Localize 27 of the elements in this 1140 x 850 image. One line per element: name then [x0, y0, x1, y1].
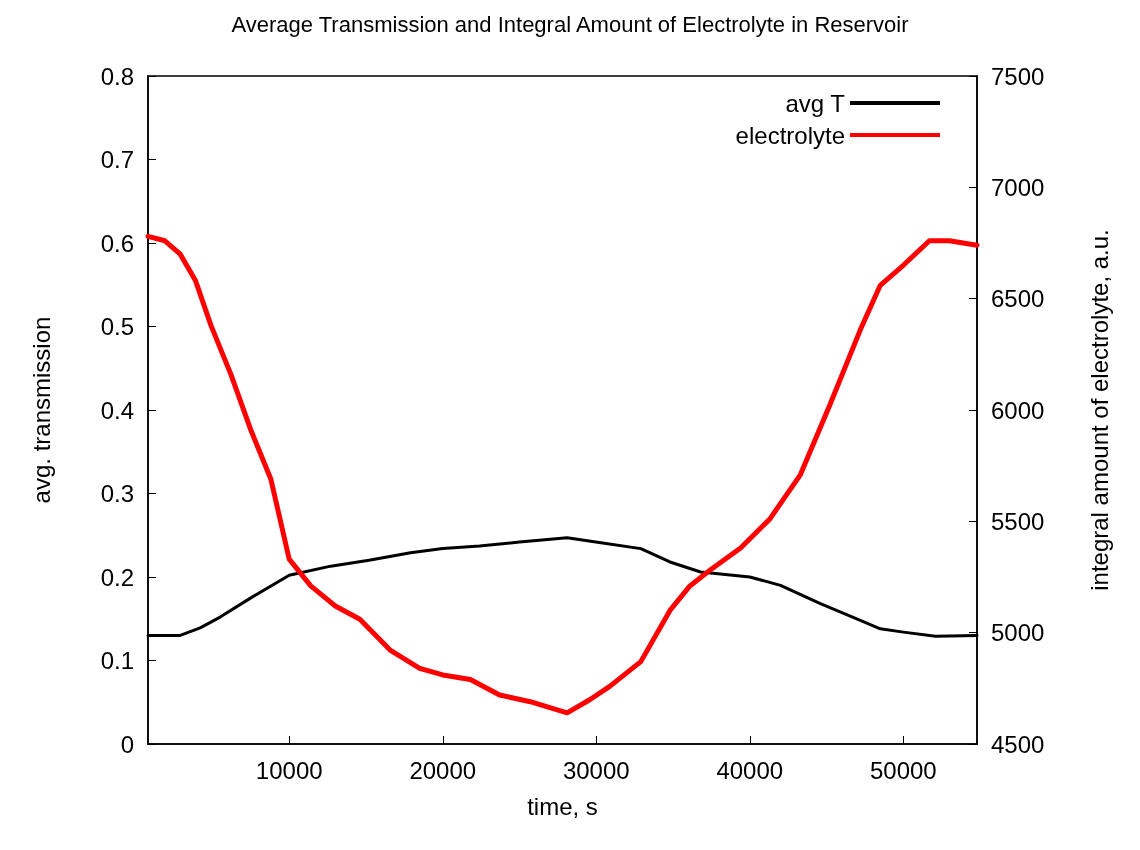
y-tick-label: 0.1 — [100, 647, 134, 674]
x-tick-label: 10000 — [255, 756, 323, 784]
x-axis-title: time, s — [527, 792, 598, 820]
x-tick-label: 20000 — [409, 756, 477, 784]
y-axis-title: avg. transmission — [27, 316, 55, 504]
y2-tick-label: 7500 — [991, 62, 1045, 90]
y2-tick-label: 6500 — [991, 285, 1045, 313]
y-tick-label: 0.6 — [100, 229, 134, 257]
y-tick-label: 0.5 — [100, 313, 134, 340]
x-tick-label: 50000 — [869, 756, 937, 784]
legend-label: electrolyte — [735, 121, 845, 149]
legend-label: avg T — [785, 89, 846, 117]
y-tick-label: 0.2 — [100, 563, 134, 591]
y2-axis-title: integral amount of electrolyte, a.u. — [1085, 229, 1113, 591]
chart-title: Average Transmission and Integral Amount of Electrolyte in Reservoir — [231, 11, 909, 37]
y-tick-label: 0.7 — [100, 146, 134, 173]
y-tick-label: 0 — [120, 730, 134, 758]
y2-tick-label: 5000 — [991, 619, 1045, 647]
y2-tick-label: 5500 — [991, 507, 1045, 535]
y2-tick-label: 4500 — [991, 730, 1045, 758]
y2-tick-label: 6000 — [991, 396, 1045, 424]
y2-tick-label: 7000 — [991, 173, 1045, 201]
y-tick-label: 0.3 — [100, 480, 134, 507]
x-tick-label: 40000 — [716, 756, 784, 784]
x-tick-label: 30000 — [562, 756, 630, 784]
y-tick-label: 0.4 — [100, 396, 134, 424]
y-tick-label: 0.8 — [100, 62, 134, 90]
